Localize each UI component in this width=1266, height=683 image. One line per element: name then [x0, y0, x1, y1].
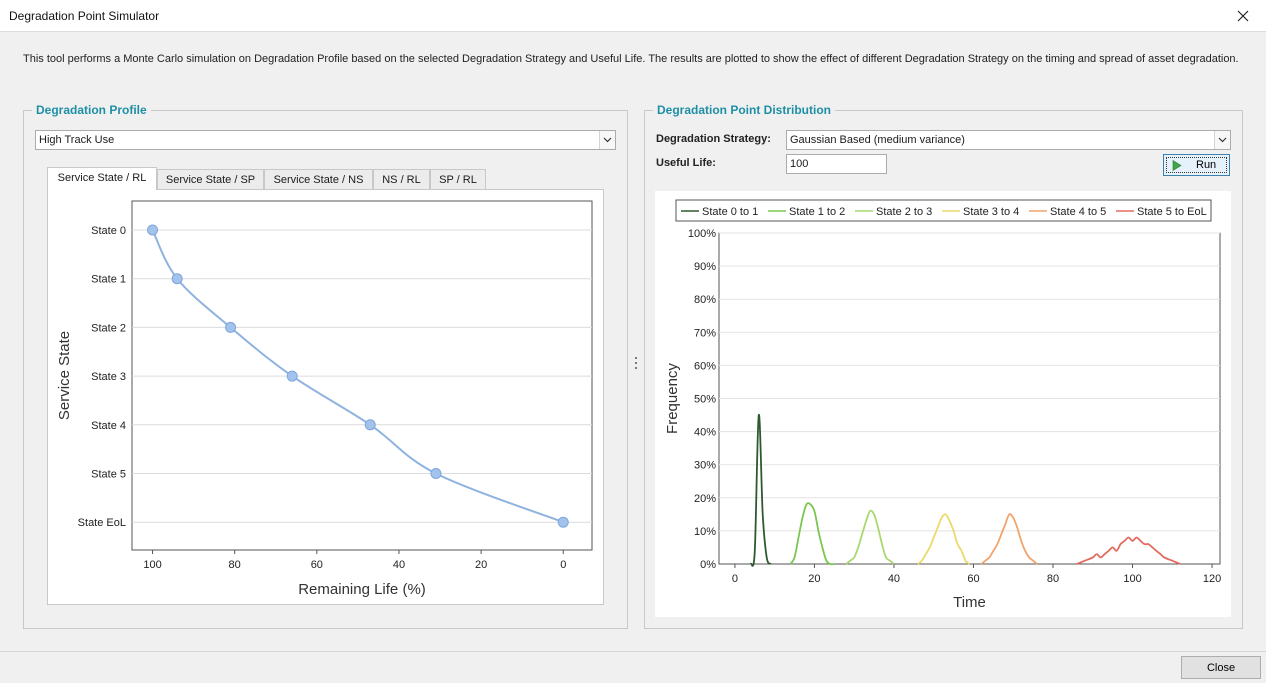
tab-label: Service State / RL	[57, 172, 147, 184]
run-button[interactable]: Run	[1163, 154, 1230, 176]
strategy-select-value: Gaussian Based (medium variance)	[790, 134, 965, 146]
y-tick-label: State 5	[91, 469, 126, 481]
strategy-label: Degradation Strategy:	[656, 133, 771, 145]
x-axis-label: Time	[953, 594, 986, 611]
tab-service-state-ns[interactable]: Service State / NS	[264, 169, 373, 190]
x-tick-label: 80	[1047, 573, 1059, 585]
x-tick-label: 0	[560, 559, 566, 571]
close-icon	[1237, 10, 1249, 22]
data-point	[225, 321, 237, 333]
x-axis-label: Remaining Life (%)	[298, 581, 426, 598]
tab-ns-rl[interactable]: NS / RL	[373, 169, 430, 190]
close-button[interactable]: Close	[1181, 656, 1261, 679]
y-axis-label: Frequency	[664, 363, 681, 434]
x-tick-label: 40	[888, 573, 900, 585]
chevron-down-icon	[603, 137, 612, 143]
y-tick-label: 10%	[694, 526, 716, 538]
x-tick-label: 20	[808, 573, 820, 585]
profile-select[interactable]: High Track Use	[35, 130, 616, 150]
tab-sp-rl[interactable]: SP / RL	[430, 169, 486, 190]
distribution-chart-panel: State 0 to 1 State 1 to 2 State 2 to 3 Stat…	[655, 191, 1231, 617]
series-line	[845, 509, 895, 565]
tab-label: Service State / SP	[165, 174, 256, 186]
y-axis-label: Service State	[56, 331, 73, 420]
x-tick-label: 60	[967, 573, 979, 585]
y-tick-label: State 2	[91, 322, 126, 334]
x-tick-label: 20	[475, 559, 487, 571]
series-line	[917, 513, 971, 565]
y-tick-label: State EoL	[78, 517, 126, 529]
y-tick-label: State 1	[91, 274, 126, 286]
legend-label: State 5 to EoL	[1137, 206, 1207, 218]
tab-service-state-rl[interactable]: Service State / RL	[47, 167, 157, 190]
useful-life-input[interactable]: 100	[786, 154, 887, 174]
y-tick-label: 0%	[700, 559, 716, 571]
data-point	[430, 468, 442, 479]
data-point	[147, 224, 159, 236]
tab-service-state-sp[interactable]: Service State / SP	[157, 169, 264, 190]
plot-area	[131, 200, 593, 551]
strategy-select-dropdown[interactable]	[1214, 131, 1230, 149]
x-tick-label: 100	[143, 559, 161, 571]
tab-label: Service State / NS	[273, 174, 364, 186]
profile-select-value: High Track Use	[39, 134, 115, 146]
y-tick-label: 90%	[694, 261, 716, 273]
splitter-handle[interactable]	[634, 356, 638, 375]
profile-select-dropdown[interactable]	[599, 131, 615, 149]
y-tick-label: State 4	[91, 420, 126, 432]
x-tick-label: 60	[311, 559, 323, 571]
y-tick-label: 60%	[694, 360, 716, 372]
x-tick-label: 0	[732, 573, 738, 585]
legend-label: State 2 to 3	[876, 206, 932, 218]
distribution-chart: State 0 to 1 State 1 to 2 State 2 to 3 Stat…	[664, 199, 1221, 611]
distribution-title: Degradation Point Distribution	[653, 103, 835, 117]
y-tick-label: State 0	[91, 225, 126, 237]
x-tick-label: 80	[229, 559, 241, 571]
footer-divider	[0, 651, 1266, 652]
tab-label: SP / RL	[439, 174, 477, 186]
useful-life-label: Useful Life:	[656, 157, 716, 169]
x-tick-label: 120	[1203, 573, 1221, 585]
y-tick-label: 50%	[694, 394, 716, 406]
run-button-label: Run	[1196, 159, 1217, 171]
series-line	[1076, 536, 1181, 565]
y-tick-label: 80%	[694, 294, 716, 306]
y-tick-label: 30%	[694, 460, 716, 472]
legend: State 0 to 1 State 1 to 2 State 2 to 3 Stat…	[675, 199, 1212, 222]
data-point	[364, 419, 376, 431]
legend-label: State 3 to 4	[963, 206, 1019, 218]
series-line	[789, 502, 835, 566]
series-line	[749, 414, 772, 567]
window-close-button[interactable]	[1220, 0, 1266, 32]
data-point	[286, 370, 298, 382]
play-icon	[1172, 160, 1182, 171]
window-title: Degradation Point Simulator	[9, 9, 160, 23]
y-tick-label: 20%	[694, 493, 716, 505]
distribution-group: Degradation Point Distribution	[644, 103, 1243, 629]
profile-tab-panel: State 0 State 1 State 2 State 3 State 4 State…	[47, 189, 604, 605]
data-point	[557, 516, 569, 528]
y-tick-label: State 3	[91, 371, 126, 383]
legend-label: State 1 to 2	[789, 206, 845, 218]
degradation-profile-group: Degradation Profile	[23, 103, 628, 629]
degradation-profile-title: Degradation Profile	[32, 103, 151, 117]
y-tick-label: 70%	[694, 327, 716, 339]
tool-description: This tool performs a Monte Carlo simulat…	[23, 53, 1239, 65]
legend-label: State 0 to 1	[702, 206, 758, 218]
x-tick-label: 40	[393, 559, 405, 571]
title-bar: Degradation Point Simulator	[0, 0, 1266, 32]
strategy-select[interactable]: Gaussian Based (medium variance)	[786, 130, 1231, 150]
series-line	[980, 513, 1038, 565]
y-tick-label: 100%	[688, 228, 716, 240]
useful-life-value: 100	[790, 158, 809, 170]
chevron-down-icon	[1218, 137, 1227, 143]
legend-label: State 4 to 5	[1050, 206, 1106, 218]
tab-label: NS / RL	[382, 174, 421, 186]
y-tick-label: 40%	[694, 427, 716, 439]
x-tick-label: 100	[1123, 573, 1141, 585]
grip-icon	[635, 357, 637, 369]
data-point	[171, 273, 183, 285]
profile-chart: State 0 State 1 State 2 State 3 State 4 State…	[56, 200, 593, 598]
